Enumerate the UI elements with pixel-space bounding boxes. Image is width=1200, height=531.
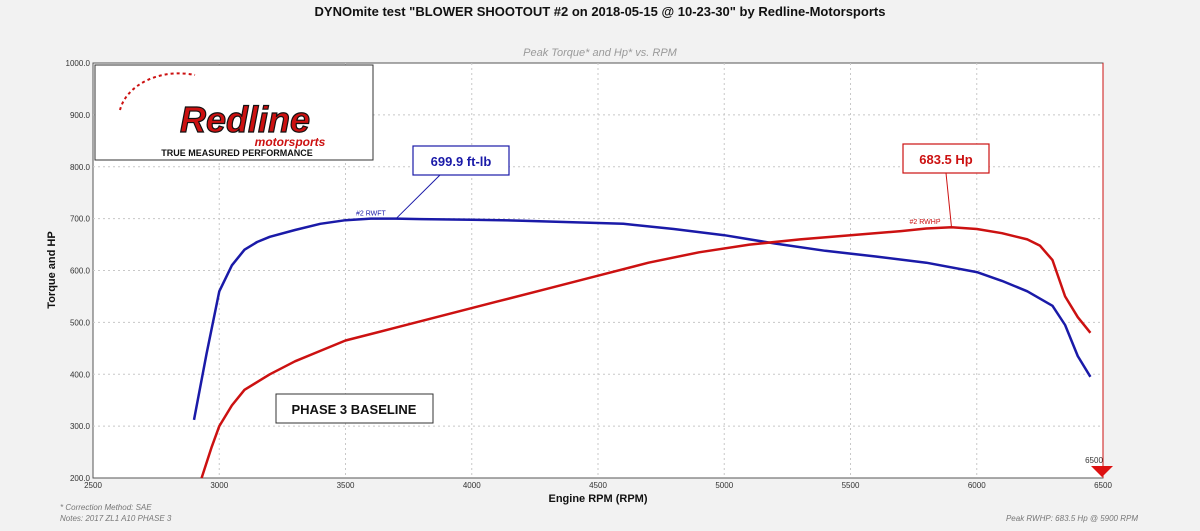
- x-tick-label: 6500: [1094, 481, 1112, 490]
- x-tick-label: 2500: [84, 481, 102, 490]
- x-tick-label: 5000: [715, 481, 733, 490]
- redline-logo: Redline motorsports TRUE MEASURED PERFOR…: [94, 64, 374, 161]
- chart-subtitle: Peak Torque* and Hp* vs. RPM: [523, 47, 678, 59]
- y-tick-label: 300.0: [70, 422, 91, 431]
- series-tag-rwhp: #2 RWHP: [910, 219, 941, 226]
- y-tick-label: 800.0: [70, 163, 91, 172]
- x-tick-label: 3500: [337, 481, 355, 490]
- x-tick-label: 3000: [210, 481, 228, 490]
- correction-note: * Correction Method: SAE: [60, 503, 152, 512]
- y-tick-label: 400.0: [70, 370, 91, 379]
- end-marker: 6500: [1085, 456, 1113, 477]
- x-tick-label: 4000: [463, 481, 481, 490]
- x-tick-label: 6000: [968, 481, 986, 490]
- x-tick-label: 4500: [589, 481, 607, 490]
- x-tick-labels: 2500 3000 3500 4000 4500 5000 5500 6000 6500: [84, 481, 1112, 490]
- y-tick-label: 700.0: [70, 215, 91, 224]
- logo-tagline: TRUE MEASURED PERFORMANCE: [161, 148, 313, 158]
- torque-peak-callout: 699.9 ft-lb: [395, 145, 510, 220]
- end-marker-label: 6500: [1085, 456, 1103, 465]
- y-tick-labels: 200.0 300.0 400.0 500.0 600.0 700.0 800.0 900.0…: [66, 59, 91, 483]
- grid-lines: [93, 63, 1103, 478]
- y-tick-label: 900.0: [70, 111, 91, 120]
- hp-peak-callout: 683.5 Hp: [902, 143, 990, 228]
- y-tick-label: 200.0: [70, 474, 91, 483]
- logo-main-text: Redline: [180, 99, 310, 140]
- y-tick-label: 1000.0: [66, 59, 91, 68]
- x-tick-label: 5500: [842, 481, 860, 490]
- end-marker-triangle: [1091, 466, 1113, 477]
- torque-peak-label: 699.9 ft-lb: [431, 154, 492, 169]
- hp-peak-label: 683.5 Hp: [919, 152, 973, 167]
- logo-sub-text: motorsports: [255, 135, 326, 149]
- notes-line: Notes: 2017 ZL1 A10 PHASE 3: [60, 514, 172, 523]
- peak-note: Peak RWHP: 683.5 Hp @ 5900 RPM: [1006, 514, 1138, 523]
- phase-label-box: PHASE 3 BASELINE: [275, 393, 434, 424]
- y-tick-label: 600.0: [70, 267, 91, 276]
- y-tick-label: 500.0: [70, 318, 91, 327]
- x-axis-label: Engine RPM (RPM): [549, 493, 648, 505]
- series-group: #2 RWFT #2 RWHP: [192, 211, 1092, 479]
- phase-label: PHASE 3 BASELINE: [292, 402, 417, 417]
- series-line-2-rwhp: [200, 225, 1092, 479]
- series-tag-rwft: #2 RWFT: [356, 211, 387, 218]
- y-axis-label: Torque and HP: [46, 231, 58, 308]
- chart-title: DYNOmite test "BLOWER SHOOTOUT #2 on 201…: [315, 4, 886, 19]
- series-line-2-rwft: [192, 217, 1092, 421]
